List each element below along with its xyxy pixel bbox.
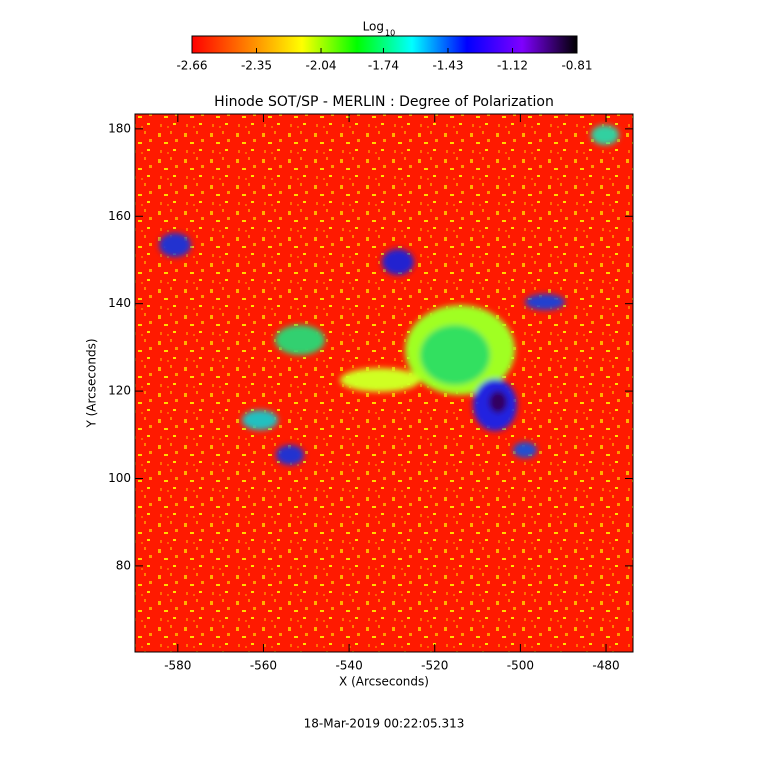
colorbar <box>191 35 578 54</box>
y-tick-label: 120 <box>108 384 131 398</box>
colorbar-tick-label: -2.35 <box>241 59 272 73</box>
feature <box>340 368 420 392</box>
feature <box>275 325 325 355</box>
feature <box>382 249 414 275</box>
chart-title: Hinode SOT/SP - MERLIN : Degree of Polar… <box>214 94 554 110</box>
x-tick-label: -480 <box>592 659 619 673</box>
x-tick-label: -580 <box>164 659 191 673</box>
x-tick-label: -500 <box>507 659 534 673</box>
feature <box>420 325 490 385</box>
x-tick-label: -560 <box>250 659 277 673</box>
feature <box>525 294 565 310</box>
colorbar-tick-label: -2.04 <box>305 59 336 73</box>
feature <box>276 445 304 465</box>
plot-frame <box>134 113 634 653</box>
y-tick-label: 140 <box>108 296 131 310</box>
y-tick-label: 160 <box>108 209 131 223</box>
x-tick-label: -520 <box>421 659 448 673</box>
features <box>159 125 619 465</box>
colorbar-tick-label: -1.12 <box>497 59 528 73</box>
colorbar-tick-label: -1.43 <box>432 59 463 73</box>
colorbar-tick-label: -2.66 <box>176 59 207 73</box>
timestamp: 18-Mar-2019 00:22:05.313 <box>304 717 465 731</box>
feature <box>489 391 507 413</box>
colorbar-label: Log <box>363 20 384 34</box>
y-axis-label: Y (Arcseconds) <box>85 338 99 428</box>
feature <box>591 125 619 145</box>
colorbar-label-subscript: 10 <box>385 29 395 38</box>
colorbar-tick-label: -1.74 <box>368 59 399 73</box>
x-tick-label: -540 <box>335 659 362 673</box>
x-axis-label: X (Arcseconds) <box>339 675 429 689</box>
feature <box>242 410 278 430</box>
feature <box>159 233 191 257</box>
y-tick-label: 80 <box>116 558 131 572</box>
feature <box>513 442 537 458</box>
y-tick-label: 180 <box>108 121 131 135</box>
image <box>135 114 633 652</box>
colorbar-tick-label: -0.81 <box>561 59 592 73</box>
y-tick-label: 100 <box>108 471 131 485</box>
